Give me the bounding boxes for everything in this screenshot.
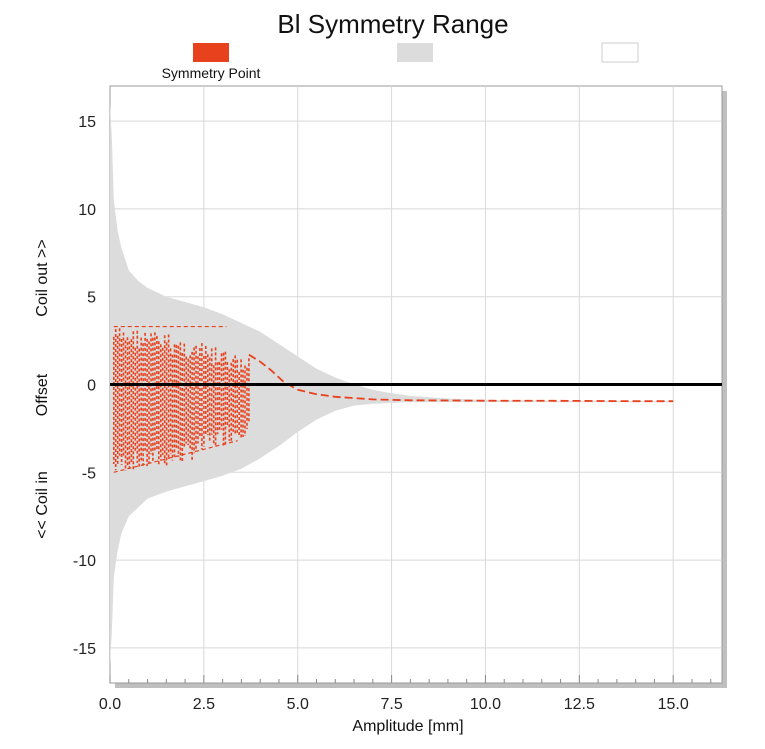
- y-tick-label: 5: [87, 290, 96, 307]
- x-tick-label: 2.5: [193, 696, 215, 713]
- x-axis-ticks: 0.0 2.5 5.0 7.5 10.0 12.5 15.0: [99, 675, 712, 713]
- x-tick-label: 5.0: [287, 696, 309, 713]
- symmetry-point-traces: [113, 325, 250, 473]
- y-axis-ticks: 15 10 5 0 -5 -10 -15: [73, 114, 96, 658]
- y-tick-label: -5: [82, 465, 96, 482]
- y-axis-label: << Coil in Offset Coil out >>: [34, 239, 51, 538]
- trace-bottom-edge: [113, 440, 238, 473]
- legend-label-symmetry-point: Symmetry Point: [162, 65, 261, 81]
- y-tick-label: -10: [73, 553, 96, 570]
- x-tick-label: 15.0: [658, 696, 689, 713]
- y-axis-label-coil-out: Coil out >>: [34, 239, 51, 316]
- x-axis-label: Amplitude [mm]: [352, 718, 463, 735]
- legend-swatch-symmetry-point: [193, 43, 229, 62]
- legend: Symmetry Point: [162, 42, 639, 81]
- chart-title: Bl Symmetry Range: [277, 9, 508, 39]
- legend-swatch-empty: [601, 42, 639, 63]
- x-tick-label: 10.0: [470, 696, 501, 713]
- legend-swatch-range: [397, 43, 433, 62]
- plot-area: [109, 85, 727, 688]
- y-tick-label: 0: [87, 378, 96, 395]
- y-axis-label-offset: Offset: [34, 373, 51, 416]
- x-tick-label: 0.0: [99, 696, 121, 713]
- x-tick-label: 7.5: [380, 696, 402, 713]
- y-tick-label: 15: [78, 114, 96, 131]
- series-line-0: [248, 353, 674, 403]
- y-tick-label: -15: [73, 641, 96, 658]
- x-tick-label: 12.5: [564, 696, 595, 713]
- y-axis-label-coil-in: << Coil in: [34, 471, 51, 539]
- y-tick-label: 10: [78, 202, 96, 219]
